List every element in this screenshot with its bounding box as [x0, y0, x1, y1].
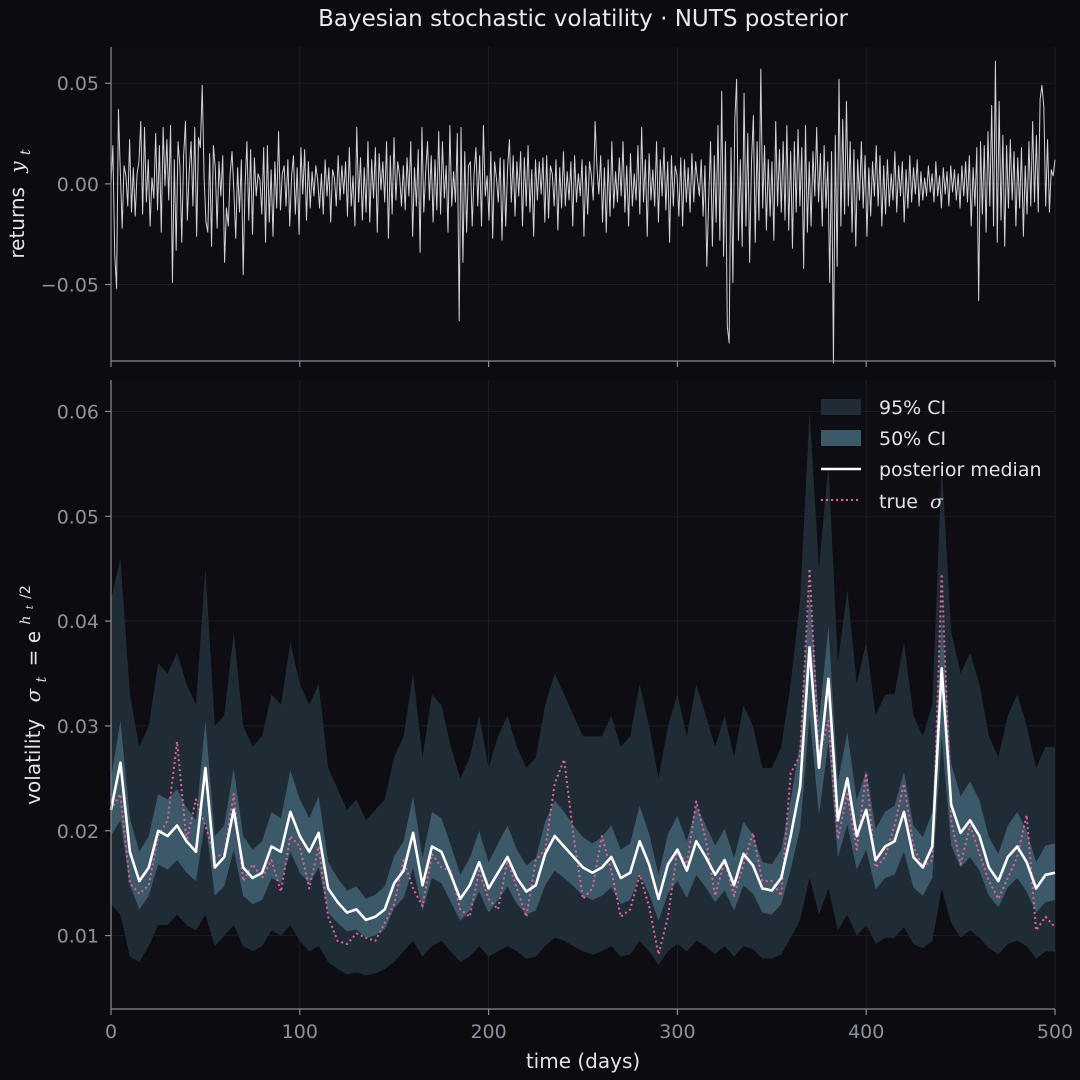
legend-swatch-50ci — [821, 430, 861, 446]
legend-true-symbol: σ — [930, 491, 944, 513]
volatility-xtick-label-4: 400 — [848, 1021, 884, 1043]
returns-series-group — [110, 60, 1056, 364]
volatility-xtick-label-0: 0 — [105, 1021, 117, 1043]
volatility-ytick-label-5: 0.06 — [57, 401, 99, 423]
legend-label-50ci: 50% CI — [879, 428, 946, 450]
returns-ytick-label-0: −0.05 — [41, 275, 99, 297]
volatility-ylabel-subscript: t — [34, 676, 50, 682]
volatility-ylabel-superscript: h — [18, 616, 34, 625]
volatility-xtick-label-5: 500 — [1037, 1021, 1073, 1043]
volatility-ytick-label-3: 0.04 — [57, 611, 99, 633]
returns-ylabel-symbol: y — [5, 161, 29, 174]
chart-title: Bayesian stochastic volatility · NUTS po… — [318, 6, 848, 32]
returns-ylabel-subscript: t — [18, 149, 34, 155]
returns-y-ticks: −0.05 0.00 0.05 — [41, 73, 111, 297]
returns-ytick-label-1: 0.00 — [57, 174, 99, 196]
volatility-y-axis-label: volatility σ t = e h t /2 — [11, 585, 51, 805]
volatility-ytick-label-2: 0.03 — [57, 716, 99, 738]
volatility-x-ticks: 0 100 200 300 400 500 — [105, 1009, 1073, 1043]
volatility-series-group — [109, 411, 1056, 976]
returns-x-ticks — [110, 361, 1056, 367]
returns-y-axis-label: returns y t — [5, 149, 34, 259]
returns-ytick-label-2: 0.05 — [57, 73, 99, 95]
volatility-panel: 0.01 0.02 0.03 0.04 0.05 0.06 0 100 200 300 400 50… — [11, 380, 1073, 1043]
volatility-ytick-label-4: 0.05 — [57, 506, 99, 528]
volatility-ylabel-symbol: σ — [21, 687, 45, 702]
volatility-xtick-label-1: 100 — [282, 1021, 318, 1043]
returns-ylabel-text: returns — [5, 187, 29, 259]
volatility-ylabel-text: volatility — [21, 719, 45, 805]
ci95-band — [111, 411, 1055, 976]
returns-panel: −0.05 0.00 0.05 returns y t — [5, 47, 1056, 367]
volatility-xtick-label-2: 200 — [470, 1021, 506, 1043]
x-axis-label: time (days) — [526, 1049, 640, 1073]
volatility-ylabel-superscript-sub: t — [25, 604, 36, 609]
posterior-median-line — [109, 646, 1056, 922]
volatility-xtick-label-3: 300 — [659, 1021, 695, 1043]
legend-true-text: true — [879, 491, 918, 513]
legend-label-median: posterior median — [879, 459, 1042, 481]
volatility-ytick-label-1: 0.02 — [57, 821, 99, 843]
legend-swatch-95ci — [821, 399, 861, 415]
volatility-ytick-label-0: 0.01 — [57, 926, 99, 948]
returns-series-line — [110, 60, 1056, 364]
legend: 95% CI 50% CI posterior median true σ — [821, 397, 1042, 513]
volatility-ylabel-equals: = e — [21, 631, 45, 666]
legend-label-95ci: 95% CI — [879, 397, 946, 419]
volatility-y-ticks: 0.01 0.02 0.03 0.04 0.05 0.06 — [57, 401, 111, 948]
volatility-ylabel-superscript-tail: /2 — [18, 585, 34, 599]
legend-label-true-sigma: true σ — [879, 491, 944, 513]
